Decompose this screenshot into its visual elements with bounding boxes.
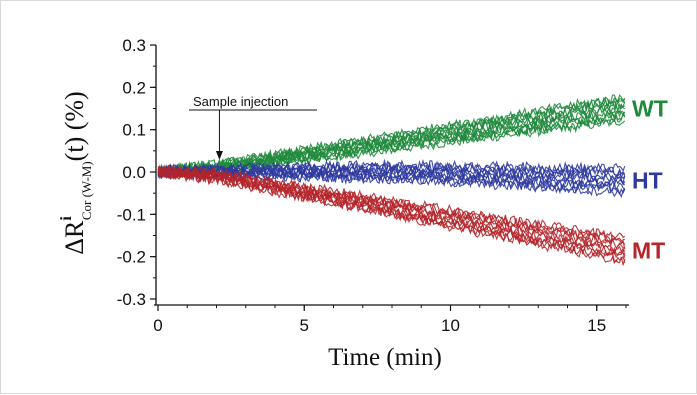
x-axis-label: Time (min) bbox=[328, 344, 442, 371]
labels: Time (min) ΔRi Cor (W-M)(t) (%) bbox=[58, 91, 442, 371]
trace-mt bbox=[157, 164, 626, 242]
series-label-mt: MT bbox=[632, 237, 665, 263]
series-wt: WT bbox=[157, 94, 668, 180]
y-label-suffix: (t) (%) bbox=[60, 91, 89, 161]
trace-ht bbox=[157, 162, 626, 181]
series-mt: MT bbox=[157, 164, 665, 266]
traces: WT HT MT bbox=[157, 94, 668, 266]
sample-injection-annotation: Sample injection bbox=[189, 94, 317, 160]
annotation-arrow-head bbox=[215, 151, 223, 160]
y-label-subscript: Cor (W-M) bbox=[79, 161, 94, 220]
trace-mt bbox=[157, 166, 625, 252]
y-label-symbol: R bbox=[60, 220, 89, 238]
y-tick-label: 0.0 bbox=[122, 163, 146, 182]
x-tick-label: 0 bbox=[153, 316, 162, 335]
x-tick-label: 5 bbox=[300, 316, 309, 335]
y-label-superscript: i bbox=[58, 216, 75, 221]
trace-mt bbox=[157, 164, 626, 245]
y-tick-label: -0.1 bbox=[117, 205, 146, 224]
x-tick-label: 10 bbox=[441, 316, 460, 335]
axes: 0.3 0.2 0.1 0.0 -0.1 -0.2 -0.3 0 5 10 15 Sample inj… bbox=[117, 36, 629, 335]
series-label-ht: HT bbox=[632, 167, 663, 193]
trace-ht bbox=[157, 158, 626, 175]
series-label-wt: WT bbox=[632, 96, 668, 122]
y-tick-label: -0.2 bbox=[117, 248, 146, 267]
y-tick-label: 0.1 bbox=[122, 121, 146, 140]
y-axis-label: ΔRi Cor (W-M)(t) (%) bbox=[58, 91, 94, 254]
trace-mt bbox=[157, 165, 625, 247]
annotation-text: Sample injection bbox=[193, 94, 288, 109]
trace-wt bbox=[157, 94, 626, 174]
trace-wt bbox=[157, 97, 626, 175]
y-label-delta: Δ bbox=[60, 238, 89, 255]
y-tick-label: -0.3 bbox=[117, 290, 146, 309]
y-tick-label: 0.3 bbox=[122, 36, 146, 55]
x-tick-label: 15 bbox=[587, 316, 606, 335]
y-tick-label: 0.2 bbox=[122, 78, 146, 97]
